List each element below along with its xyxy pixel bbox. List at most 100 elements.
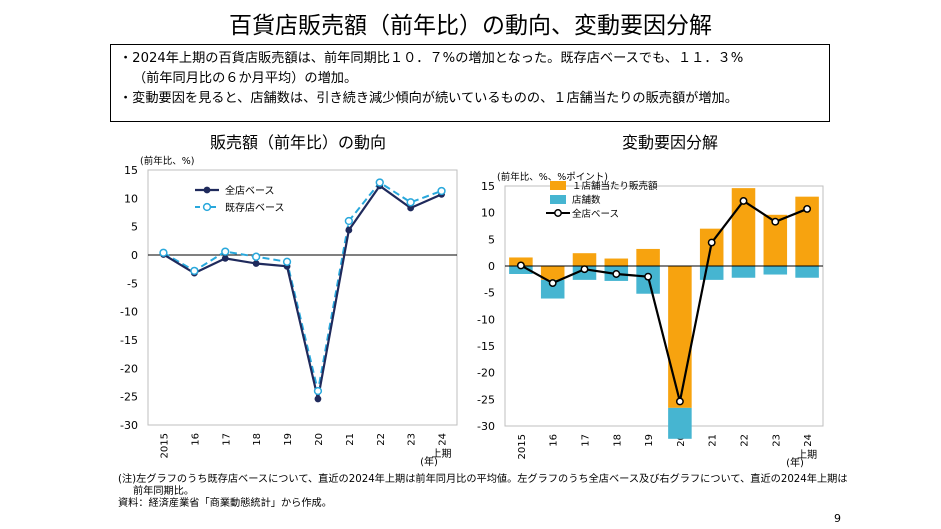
note-line-1: (注)左グラフのうち既存店ベースについて、直近の2024年上期は前年同月比の平均… [118,474,848,485]
right-y-tick-label: 5 [488,233,495,246]
left-y-tick-label: -10 [120,306,138,319]
left-x-axis-label: (年) [420,455,438,468]
right-x-tick-label: 16 [549,434,560,447]
right-bar-per-store [795,196,819,266]
left-point-all [314,395,322,403]
right-chart-title: 変動要因分解 [621,133,718,152]
left-y-tick-label: -25 [120,391,138,404]
right-bar-store-count [763,266,788,275]
right-x-tick-label: 23 [771,434,782,447]
left-y-tick-label: 0 [131,249,138,262]
page-title: 百貨店販売額（前年比）の動向、変動要因分解 [229,13,712,39]
left-plot-frame [147,169,458,426]
left-x-tick-label: 17 [221,433,232,446]
left-legend-label-existing: 既存店ベース [225,201,285,214]
left-x-tick-label: 18 [252,433,263,446]
left-series-line-existing [162,181,442,392]
right-y-tick-label: 15 [481,180,495,193]
right-y-tick-label: -5 [484,287,495,300]
left-point-existing [406,198,415,207]
left-chart-title: 販売額（前年比）の動向 [209,133,386,152]
right-bar-per-store [668,266,692,408]
right-chart: 15 10 5 0 -5 -10 -15 -20 -25 -30 (前年比、%、%ポイント) 2015… [477,171,824,469]
note-line-2: 前年同期比。 [133,486,195,497]
right-point-all [548,279,557,288]
right-x-tick-label: 19 [644,434,655,447]
left-x-tick-label: 23 [407,433,418,446]
right-x-tick-label: 2015 [517,434,528,459]
right-unit-label: (前年比、%、%ポイント) [497,171,608,183]
left-point-existing [252,252,261,261]
right-point-all [580,265,589,274]
right-x-tick-sublabel: 上期 [797,449,817,461]
right-y-tick-label: 0 [488,260,495,273]
left-y-tick-label: -20 [120,362,138,375]
left-x-tick-label: 20 [314,433,325,446]
right-x-tick-label: 21 [708,434,719,447]
summary-line-1: ・2024年上期の百貨店販売額は、前年同期比１０．７%の増加となった。既存店ベー… [119,51,744,66]
right-legend-label-per-store: １店舗当たり販売額 [572,180,658,192]
left-y-tick-label: -15 [120,334,138,347]
right-bar-store-count [731,266,756,278]
right-point-all [803,204,812,213]
left-x-tick-label: 2015 [159,433,170,458]
left-y-tick-label: 5 [131,221,138,234]
left-x-tick-sublabel: 上期 [432,448,452,460]
right-x-tick-label: 24 [803,434,814,447]
right-bar-store-count [540,279,565,299]
left-point-all [252,260,260,267]
left-y-tick-label: 10 [124,192,138,205]
left-x-tick-label: 22 [376,433,387,446]
right-x-tick-label: 20 [676,434,687,447]
right-x-axis-label: (年) [786,456,804,469]
summary-line-3: ・変動要因を見ると、店舗数は、引き続き減少傾向が続いているものの、１店舗当たりの… [119,91,738,106]
right-bar-per-store [636,248,660,266]
left-point-all [407,204,415,212]
note-line-3: 資料：経済産業省「商業動態統計」から作成。 [118,498,332,509]
right-legend-marker-all [554,209,562,217]
summary-line-2: （前年同月比の６か月平均）の増加。 [133,71,358,86]
left-y-tick-label: -30 [120,419,138,432]
left-point-existing [344,216,354,226]
left-legend-label-all: 全店ベース [225,184,275,197]
left-legend-marker-existing [202,202,212,212]
left-point-all [221,255,229,262]
right-y-tick-label: 10 [481,207,495,220]
right-bar-per-store [763,214,788,266]
left-x-tick-label: 24 [438,433,449,446]
right-y-tick-label: -25 [477,393,495,406]
notes: (注)左グラフのうち既存店ベースについて、直近の2024年上期は前年同月比の平均… [118,474,858,510]
right-bar-per-store [540,266,565,280]
right-y-tick-label: -15 [477,340,495,353]
right-y-tick-label: -10 [477,313,495,326]
left-point-existing [375,178,384,187]
left-point-existing [221,247,230,256]
right-point-all [516,261,525,270]
right-x-tick-label: 22 [740,434,751,447]
left-unit-label: (前年比、%) [140,155,194,167]
left-point-all [345,226,353,234]
left-legend-marker-all [203,186,211,194]
right-point-all [707,238,716,247]
right-x-tick-label: 18 [612,434,623,447]
right-y-tick-label: -30 [477,420,495,433]
left-point-existing [190,266,199,276]
left-chart: 15 10 5 0 -5 -10 -15 -20 -25 -30 (前年比、%) 2015 16 17 18… [120,155,458,468]
left-point-existing [313,386,323,396]
right-point-all [771,217,780,226]
right-point-all [675,397,684,406]
right-y-tick-label: -20 [477,367,495,380]
right-bar-per-store [604,258,629,266]
right-x-tick-label: 17 [581,434,592,447]
right-bar-store-count [668,407,692,439]
summary-box: ・2024年上期の百貨店販売額は、前年同期比１０．７%の増加となった。既存店ベー… [110,44,830,122]
left-x-tick-label: 21 [345,433,356,446]
right-point-all [739,196,748,205]
left-series-line-all [162,184,442,400]
right-legend-swatch-per-store [550,181,566,190]
right-bar-per-store [572,253,597,266]
left-point-existing [159,248,168,257]
right-bar-store-count [795,266,819,278]
right-legend-swatch-store-count [550,195,566,204]
right-legend-label-store-count: 店舗数 [572,194,601,206]
